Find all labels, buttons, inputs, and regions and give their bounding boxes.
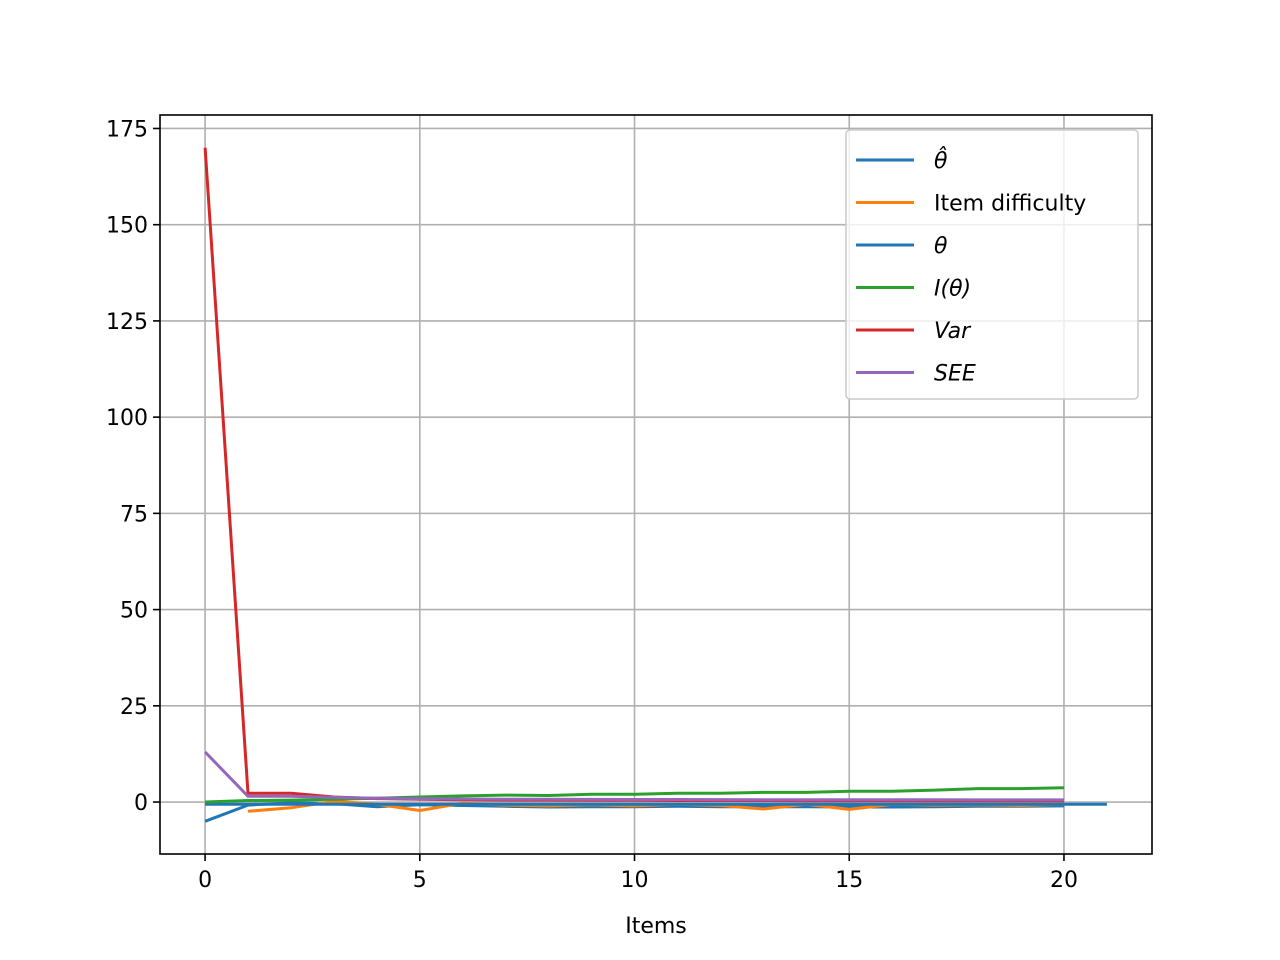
series-layer (203, 147, 1107, 823)
x-tick-label: 15 (835, 868, 863, 893)
y-tick-label: 50 (120, 599, 148, 624)
ticks: 0 5 10 15 20 0 25 50 75 100 125 150 175 (106, 117, 1078, 893)
y-tick-label: 0 (134, 791, 148, 816)
y-tick-label: 125 (106, 310, 148, 335)
x-tick-label: 20 (1050, 868, 1078, 893)
legend-entry-label: Var (934, 319, 972, 344)
y-tick-label: 75 (120, 502, 148, 527)
series-line-5 (204, 750, 1064, 802)
x-axis-label: Items (625, 914, 687, 939)
y-tick-label: 25 (120, 695, 148, 720)
legend-entry-label: θ̂ (934, 147, 948, 174)
x-tick-label: 5 (413, 868, 427, 893)
legend-box (845, 129, 1139, 400)
y-tick-label: 175 (106, 117, 148, 142)
legend-entry-label: SEE (934, 362, 976, 387)
legend: θ̂ Item difficulty θ I(θ) Var SEE (845, 129, 1139, 400)
legend-entry-label: Item difficulty (934, 192, 1086, 217)
plot-frame (159, 114, 1153, 855)
legend-entry-label: I(θ) (934, 277, 971, 302)
y-tick-label: 100 (106, 406, 148, 431)
y-tick-label: 150 (106, 214, 148, 239)
legend-entry-label: θ (934, 234, 948, 259)
x-tick-label: 10 (621, 868, 649, 893)
x-tick-label: 0 (198, 868, 212, 893)
